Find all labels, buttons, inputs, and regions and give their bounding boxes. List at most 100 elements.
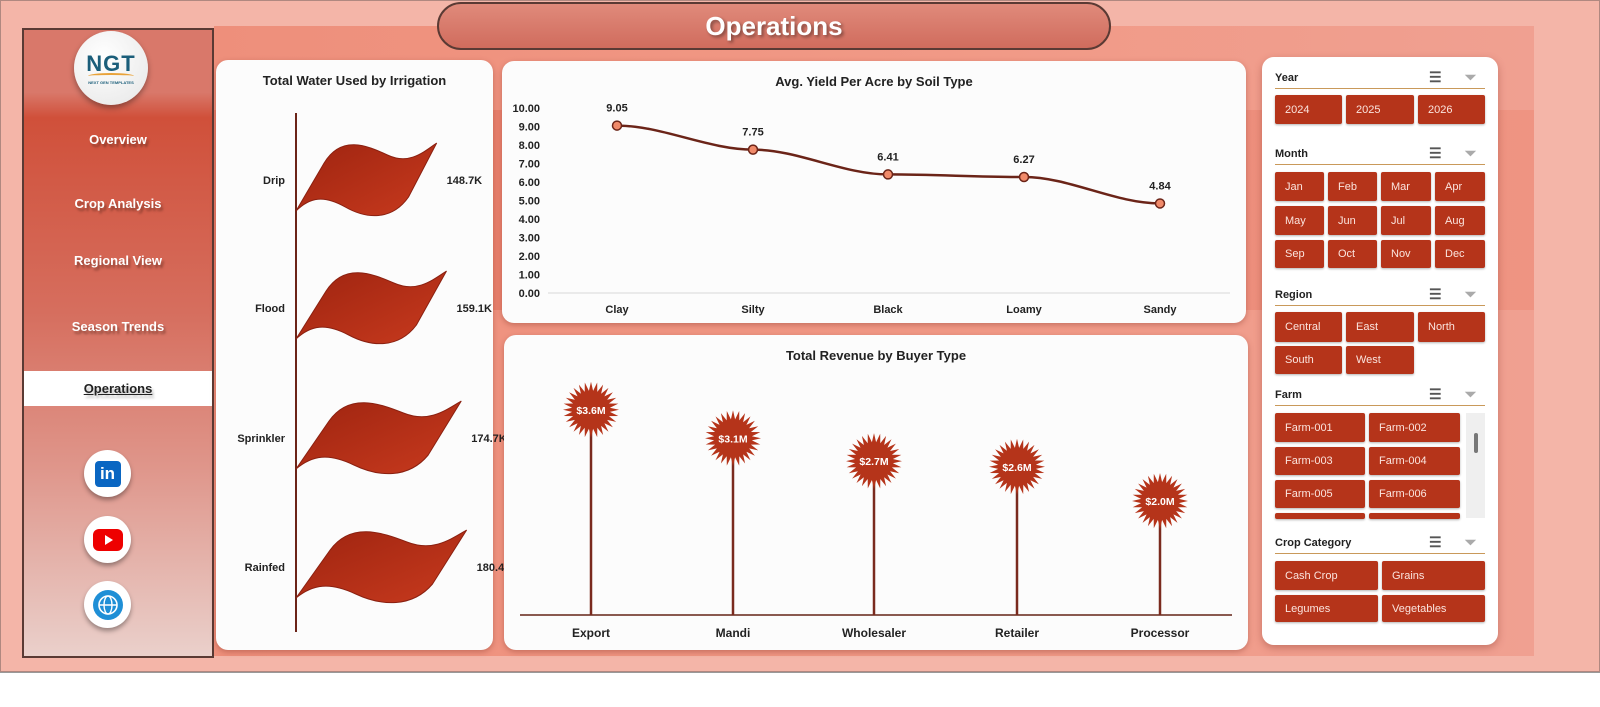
multi-select-icon[interactable]: ☰ — [1429, 386, 1442, 402]
y-tick-label: 1.00 — [519, 270, 540, 282]
filter-button-north[interactable]: North — [1418, 312, 1485, 342]
sidebar-item-regional-view[interactable]: Regional View — [74, 253, 162, 268]
yield-point-loamy — [1018, 171, 1030, 183]
revenue-marker-mandi — [705, 410, 761, 467]
filter-button-cash-crop[interactable]: Cash Crop — [1275, 561, 1378, 590]
youtube-button[interactable] — [84, 516, 131, 563]
y-tick-label: 10.00 — [512, 103, 540, 115]
filter-button-south[interactable]: South — [1275, 346, 1342, 374]
y-tick-label: 3.00 — [519, 233, 540, 245]
yield-point-sandy — [1154, 198, 1166, 209]
filter-button-east[interactable]: East — [1346, 312, 1414, 342]
revenue-category-label: Export — [572, 626, 610, 640]
filter-button-west[interactable]: West — [1346, 346, 1414, 374]
filter-button-nov[interactable]: Nov — [1381, 240, 1431, 268]
yield-data-label: 4.84 — [1149, 180, 1171, 192]
clear-filter-icon[interactable]: ⏷ — [1465, 534, 1477, 550]
sidebar-item-operations[interactable]: Operations — [24, 371, 212, 406]
clear-filter-icon[interactable]: ⏷ — [1465, 145, 1477, 161]
filter-button-partial[interactable] — [1275, 513, 1365, 519]
revenue-category-label: Processor — [1131, 626, 1190, 640]
sidebar-item-crop-analysis[interactable]: Crop Analysis — [74, 196, 162, 211]
filter-button-mar[interactable]: Mar — [1381, 172, 1431, 201]
ngt-logo: NGT NEXT GEN TEMPLATES — [74, 31, 148, 105]
yield-chart-title: Avg. Yield Per Acre by Soil Type — [775, 74, 973, 89]
water-category-label: Flood — [255, 303, 285, 315]
sidebar-item-season-trends[interactable]: Season Trends — [71, 319, 165, 334]
farm-scrollbar-thumb[interactable] — [1474, 433, 1478, 453]
water-bar-flood — [295, 270, 447, 345]
page-title: Operations — [437, 2, 1111, 50]
multi-select-icon[interactable]: ☰ — [1429, 534, 1442, 550]
filter-title: Region — [1275, 289, 1313, 301]
filter-button-jan[interactable]: Jan — [1275, 172, 1324, 201]
revenue-marker-wholesaler — [846, 433, 902, 490]
bottom-strip — [0, 672, 1600, 707]
y-tick-label: 7.00 — [519, 159, 540, 171]
x-category-label: Silty — [741, 304, 765, 316]
linkedin-button[interactable]: in — [84, 450, 131, 497]
filter-button-vegetables[interactable]: Vegetables — [1382, 595, 1485, 622]
filter-header-month: Month ☰ ⏷ — [1275, 145, 1485, 165]
filter-button-grains[interactable]: Grains — [1382, 561, 1485, 590]
filter-button-2026[interactable]: 2026 — [1418, 95, 1485, 124]
water-bar-rainfed — [295, 529, 468, 604]
filter-button-farm-004[interactable]: Farm-004 — [1369, 447, 1460, 475]
revenue-data-label: $3.1M — [718, 433, 747, 445]
clear-filter-icon[interactable]: ⏷ — [1465, 69, 1477, 85]
clear-filter-icon[interactable]: ⏷ — [1465, 386, 1477, 402]
filter-button-farm-001[interactable]: Farm-001 — [1275, 413, 1365, 442]
filter-button-oct[interactable]: Oct — [1328, 240, 1377, 268]
filter-button-aug[interactable]: Aug — [1435, 206, 1485, 235]
filter-button-farm-005[interactable]: Farm-005 — [1275, 480, 1365, 508]
water-category-label: Rainfed — [245, 562, 285, 574]
y-tick-label: 2.00 — [519, 251, 540, 263]
filter-button-jun[interactable]: Jun — [1328, 206, 1377, 235]
multi-select-icon[interactable]: ☰ — [1429, 286, 1442, 302]
water-chart-title: Total Water Used by Irrigation — [262, 73, 447, 88]
filter-button-feb[interactable]: Feb — [1328, 172, 1377, 201]
filter-title: Farm — [1275, 389, 1302, 401]
water-value-label: 174.7K — [471, 433, 507, 445]
revenue-category-label: Mandi — [716, 626, 751, 640]
youtube-icon — [92, 528, 123, 551]
filter-button-apr[interactable]: Apr — [1435, 172, 1485, 201]
y-tick-label: 0.00 — [519, 288, 540, 300]
filter-button-may[interactable]: May — [1275, 206, 1324, 235]
filter-button-jul[interactable]: Jul — [1381, 206, 1431, 235]
revenue-chart-title: Total Revenue by Buyer Type — [785, 348, 967, 363]
logo-text: NGT — [86, 51, 136, 76]
x-category-label: Clay — [605, 304, 629, 316]
water-value-label: 148.7K — [447, 175, 483, 187]
farm-scrollbar[interactable] — [1466, 413, 1485, 518]
revenue-data-label: $2.6M — [1002, 462, 1031, 474]
multi-select-icon[interactable]: ☰ — [1429, 69, 1442, 85]
filter-button-legumes[interactable]: Legumes — [1275, 595, 1378, 622]
filter-button-partial[interactable] — [1369, 513, 1460, 519]
multi-select-icon[interactable]: ☰ — [1429, 145, 1442, 161]
filter-button-farm-006[interactable]: Farm-006 — [1369, 480, 1460, 508]
filter-header-farm: Farm ☰ ⏷ — [1275, 386, 1485, 406]
yield-data-label: 9.05 — [606, 103, 627, 115]
filter-button-2024[interactable]: 2024 — [1275, 95, 1342, 124]
filter-button-2025[interactable]: 2025 — [1346, 95, 1414, 124]
filter-title: Month — [1275, 148, 1308, 160]
y-tick-label: 5.00 — [519, 196, 540, 208]
revenue-category-label: Wholesaler — [842, 626, 906, 640]
filter-button-dec[interactable]: Dec — [1435, 240, 1485, 268]
yield-point-clay — [611, 120, 623, 131]
filter-button-sep[interactable]: Sep — [1275, 240, 1324, 268]
filter-button-farm-003[interactable]: Farm-003 — [1275, 447, 1365, 475]
revenue-marker-processor — [1132, 473, 1188, 529]
water-bar-drip — [295, 142, 438, 217]
filter-button-farm-002[interactable]: Farm-002 — [1369, 413, 1460, 442]
filter-title: Crop Category — [1275, 537, 1352, 549]
yield-data-label: 6.27 — [1013, 154, 1034, 166]
clear-filter-icon[interactable]: ⏷ — [1465, 286, 1477, 302]
sidebar-item-overview[interactable]: Overview — [89, 132, 147, 147]
x-category-label: Sandy — [1143, 304, 1177, 316]
website-button[interactable] — [84, 581, 131, 628]
filter-button-central[interactable]: Central — [1275, 312, 1342, 342]
